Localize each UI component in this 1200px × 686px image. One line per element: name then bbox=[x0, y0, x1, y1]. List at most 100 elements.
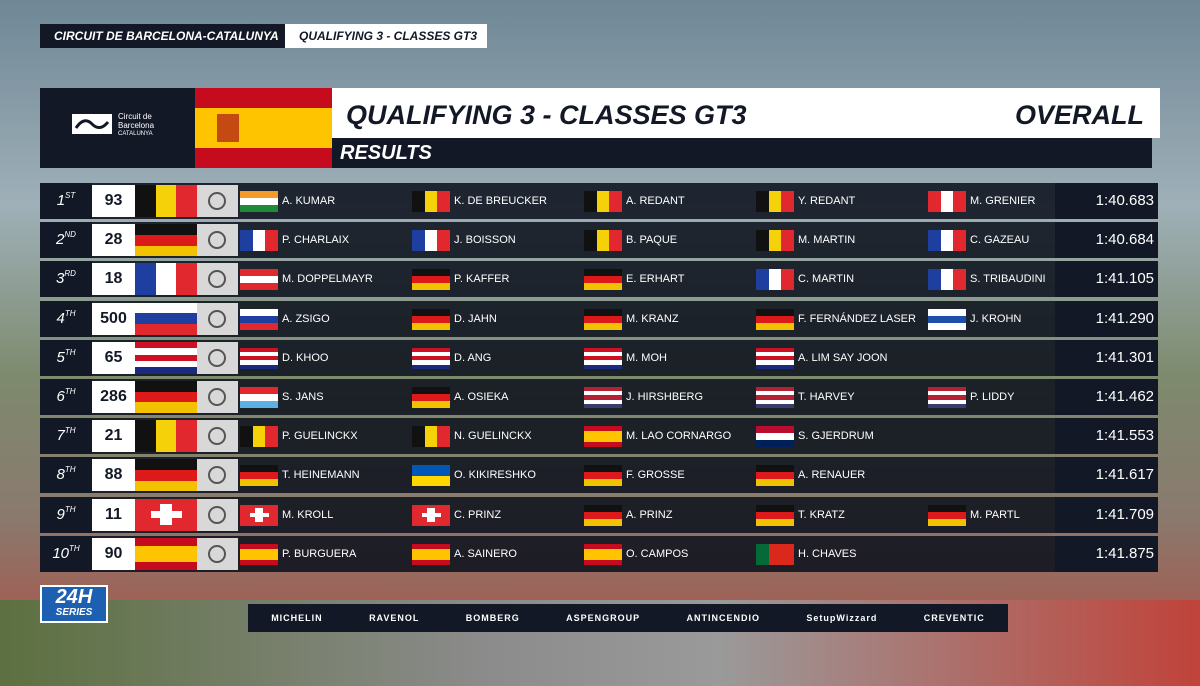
result-row: 3 RD 18 M. DOPPELMAYR P. KAFFER E. ERHART C. M… bbox=[40, 261, 1158, 298]
result-row: 4 TH 500 A. ZSIGO D. JAHN M. KRANZ F. FERNÁNDE… bbox=[40, 300, 1158, 337]
brand-logo bbox=[197, 263, 238, 296]
flag bbox=[412, 504, 450, 526]
position-suffix: RD bbox=[64, 269, 76, 279]
brand-mark bbox=[208, 231, 226, 250]
car-number: 21 bbox=[92, 420, 135, 453]
flag-stripe bbox=[135, 263, 156, 296]
flag-stripe bbox=[584, 364, 622, 369]
driver-name: C. PRINZ bbox=[454, 508, 502, 521]
flag-stripe bbox=[155, 185, 177, 217]
driver-name: A. KUMAR bbox=[282, 195, 336, 207]
flag-stripe bbox=[412, 352, 450, 357]
position-number: 10 bbox=[52, 544, 69, 562]
flag-stripe bbox=[412, 269, 450, 277]
flag-stripe bbox=[240, 426, 253, 448]
driver-name: S. JANS bbox=[282, 391, 324, 403]
brand-logo bbox=[197, 498, 238, 531]
brand-logo bbox=[197, 459, 238, 492]
panel-scope: OVERALL bbox=[1014, 100, 1144, 130]
flag bbox=[584, 308, 622, 330]
flag-stripe bbox=[940, 191, 954, 212]
flag-stripe bbox=[609, 191, 622, 212]
flag-stripe bbox=[135, 341, 197, 349]
flag-stripe bbox=[756, 356, 794, 361]
series-logo: 24H SERIES bbox=[40, 585, 108, 623]
flag bbox=[135, 420, 197, 453]
position-suffix: TH bbox=[64, 387, 76, 396]
flag-stripe bbox=[412, 347, 450, 352]
flag-stripe bbox=[756, 395, 794, 400]
flag-stripe bbox=[756, 360, 794, 365]
flag-stripe bbox=[584, 391, 622, 396]
flag-stripe bbox=[781, 191, 794, 212]
flag-stripe bbox=[240, 472, 278, 480]
position: 4 TH bbox=[40, 300, 92, 337]
flag bbox=[584, 387, 622, 408]
flag-stripe bbox=[584, 554, 622, 560]
flag-stripe bbox=[240, 276, 278, 284]
flag-stripe bbox=[584, 315, 622, 323]
driver-name: M. DOPPELMAYR bbox=[282, 273, 373, 286]
driver-name: F. FERNÁNDEZ LASER bbox=[798, 312, 916, 325]
flag bbox=[135, 537, 197, 570]
flag-stripe bbox=[135, 302, 197, 314]
driver-name: P. BURGUERA bbox=[282, 547, 357, 560]
driver-name: M. KROLL bbox=[282, 508, 334, 521]
flag-stripe bbox=[584, 347, 622, 352]
sponsor: ASPENGROUP bbox=[566, 613, 641, 623]
flag-stripe bbox=[265, 426, 278, 448]
flag-stripe bbox=[584, 352, 622, 357]
flag-stripe bbox=[756, 347, 794, 352]
flag-stripe bbox=[240, 315, 278, 323]
flag-stripe bbox=[135, 537, 197, 546]
flag-stripe bbox=[756, 403, 794, 408]
flag-stripe bbox=[240, 230, 253, 252]
driver-name: A. REDANT bbox=[626, 195, 685, 207]
driver-name: N. GUELINCKX bbox=[454, 430, 532, 443]
series-logo-bottom: SERIES bbox=[55, 607, 93, 618]
sponsor: BOMBERG bbox=[465, 613, 520, 623]
flag bbox=[135, 498, 197, 531]
result-row: 8 TH 88 T. HEINEMANN O. KIKIRESHKO F. GROSSE A… bbox=[40, 457, 1158, 494]
flag-stripe bbox=[584, 559, 622, 565]
flag bbox=[756, 543, 794, 565]
flag bbox=[756, 308, 794, 330]
flag-stripe bbox=[584, 504, 622, 512]
flag-stripe bbox=[240, 543, 278, 550]
flag bbox=[412, 230, 450, 252]
flag-stripe bbox=[135, 420, 156, 453]
driver-name: T. HARVEY bbox=[798, 391, 855, 403]
flag bbox=[756, 387, 794, 408]
flag-stripe bbox=[412, 230, 425, 252]
position-number: 7 bbox=[56, 427, 65, 445]
flag-stripe bbox=[176, 185, 197, 217]
flag bbox=[240, 308, 278, 330]
logo-line: Barcelona bbox=[118, 121, 155, 130]
series-logo-top: 24H bbox=[55, 586, 93, 608]
lap-time: 1:40.683 bbox=[1055, 183, 1158, 219]
flag-stripe bbox=[412, 364, 450, 369]
flag-stripe bbox=[928, 269, 941, 291]
logo-line: Circuit de bbox=[118, 112, 152, 121]
flag-stripe bbox=[412, 283, 450, 291]
driver-name: T. HEINEMANN bbox=[282, 469, 360, 482]
flag-stripe bbox=[412, 387, 450, 394]
driver-name: A. LIM SAY JOON bbox=[798, 351, 888, 364]
flag-stripe bbox=[135, 391, 197, 403]
flag bbox=[135, 381, 197, 413]
flag bbox=[928, 269, 966, 291]
flag-stripe bbox=[928, 230, 941, 252]
flag bbox=[584, 543, 622, 565]
flag bbox=[240, 230, 278, 252]
driver-name: K. DE BREUCKER bbox=[454, 195, 547, 207]
flag-stripe bbox=[584, 479, 622, 487]
position-suffix: ND bbox=[64, 230, 76, 240]
flag bbox=[756, 347, 794, 369]
position-suffix: TH bbox=[64, 465, 76, 475]
flag-stripe bbox=[584, 403, 622, 408]
flag bbox=[584, 347, 622, 369]
logo-icon bbox=[72, 114, 112, 134]
sponsor: CREVENTIC bbox=[923, 613, 985, 623]
flag-cross bbox=[421, 512, 441, 518]
driver-name: B. PAQUE bbox=[626, 234, 678, 247]
